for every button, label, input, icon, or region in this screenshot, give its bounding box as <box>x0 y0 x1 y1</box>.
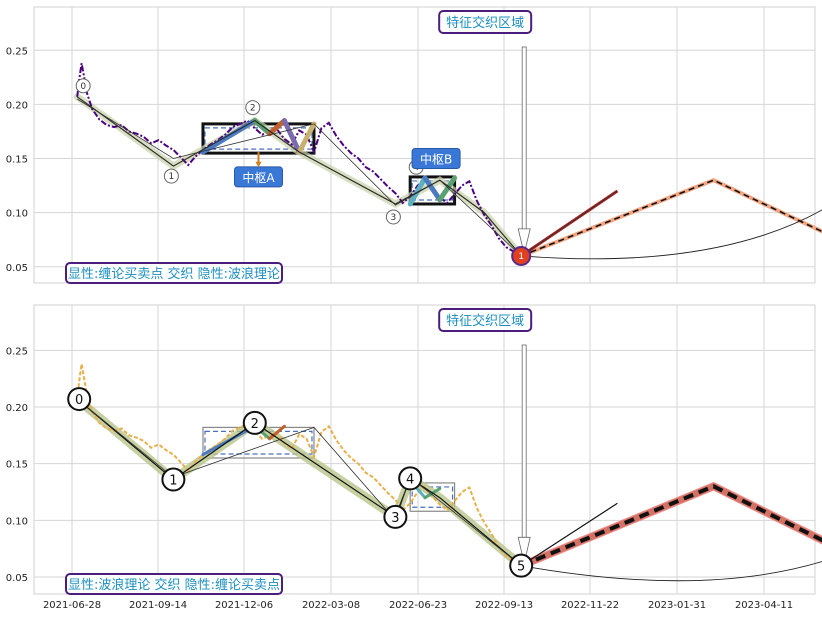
sub-segment <box>437 175 458 203</box>
pivot-name-label: 中枢B <box>420 152 452 167</box>
node-marker <box>75 78 91 94</box>
x-tick-label: 2022-03-08 <box>302 600 360 611</box>
x-tick-label: 2022-06-23 <box>389 600 447 611</box>
outline-series <box>76 98 522 257</box>
mode-box <box>65 573 283 595</box>
sub-segment <box>407 175 428 207</box>
x-tick-label: 2021-06-28 <box>43 600 101 611</box>
arc-projection <box>521 561 822 582</box>
y-tick-label: 0.15 <box>6 155 28 166</box>
y-tick-label: 0.25 <box>6 346 28 357</box>
node-marker <box>398 466 423 491</box>
bi-series <box>76 96 522 257</box>
chart-panel-0: 0.050.100.150.200.25012341中枢A中枢B特征交织区域显性… <box>6 6 822 284</box>
y-tick-label: 0.05 <box>6 263 28 274</box>
wave-projection-dash <box>520 484 822 568</box>
node-label: 3 <box>391 213 397 223</box>
node-label: 1 <box>518 252 524 262</box>
node-marker <box>161 467 186 492</box>
node-marker <box>383 504 408 529</box>
x-tick-label: 2021-09-14 <box>129 600 187 611</box>
node-label: 1 <box>169 172 175 182</box>
feature-area-label: 特征交织区域 <box>446 313 524 329</box>
node-marker <box>511 245 532 266</box>
node-label: 2 <box>250 104 256 114</box>
pivot-inner-box <box>411 486 454 508</box>
node-label: 0 <box>75 393 83 408</box>
node-label: 0 <box>80 82 86 92</box>
price-series <box>76 363 522 567</box>
feature-area-box <box>438 308 533 332</box>
node-marker <box>67 387 92 412</box>
outline-series <box>76 398 522 567</box>
node-label: 1 <box>169 474 177 489</box>
x-tick-label: 2022-09-13 <box>475 600 533 611</box>
y-tick-label: 0.20 <box>6 100 28 111</box>
y-tick-label: 0.05 <box>6 573 28 584</box>
wave-projection-dash <box>520 179 822 257</box>
pivot-box <box>409 482 456 512</box>
feature-area-label: 特征交织区域 <box>446 15 524 31</box>
mode-label: 显性:波浪理论 交织 隐性:缠论买卖点 <box>68 577 280 593</box>
feature-arrow-shaft <box>521 344 527 538</box>
x-tick-label: 2021-12-06 <box>215 600 273 611</box>
sub-segment <box>267 118 287 137</box>
pivot-name-label: 中枢A <box>242 170 275 185</box>
x-tick-label: 2023-04-11 <box>735 600 793 611</box>
node-marker <box>163 168 179 184</box>
node-marker <box>509 553 534 578</box>
y-tick-label: 0.25 <box>6 46 28 57</box>
node-marker <box>242 410 267 435</box>
feature-arrow-head <box>517 228 531 254</box>
feature-area-box <box>438 10 533 34</box>
chart-panel-1: 0.05 0.10 0.15 0.20 0.25 2021-06-28 2021-09-14… <box>6 304 822 611</box>
mode-box <box>65 262 283 284</box>
price-series <box>76 63 522 257</box>
arc-projection <box>521 209 822 260</box>
bi-projection-edge <box>520 190 618 257</box>
projection-edge <box>520 502 618 567</box>
x-tick-label: 2022-11-22 <box>561 600 619 611</box>
pivot-pointer-head <box>255 161 262 168</box>
x-tick-label: 2023-01-31 <box>648 600 706 611</box>
y-tick-label: 0.10 <box>6 516 28 527</box>
plot-frame <box>33 304 816 595</box>
y-tick-label: 0.10 <box>6 209 28 220</box>
sub-segment <box>296 121 317 155</box>
node-marker <box>245 100 261 116</box>
y-tick-label: 0.20 <box>6 403 28 414</box>
node-marker <box>385 209 401 225</box>
mode-label: 显性:缠论买卖点 交织 隐性:波浪理论 <box>68 266 280 282</box>
node-label: 3 <box>391 511 399 526</box>
node-label: 2 <box>251 417 259 432</box>
feature-arrow-shaft <box>521 46 527 230</box>
sub-segment <box>268 424 286 441</box>
y-tick-label: 0.15 <box>6 460 28 471</box>
node-label: 5 <box>517 560 525 575</box>
sub-segment <box>281 118 302 155</box>
sub-segment <box>422 175 443 203</box>
pivot-name-badge <box>411 148 461 170</box>
feature-arrow-head <box>517 536 531 564</box>
node-label: 4 <box>406 472 414 487</box>
